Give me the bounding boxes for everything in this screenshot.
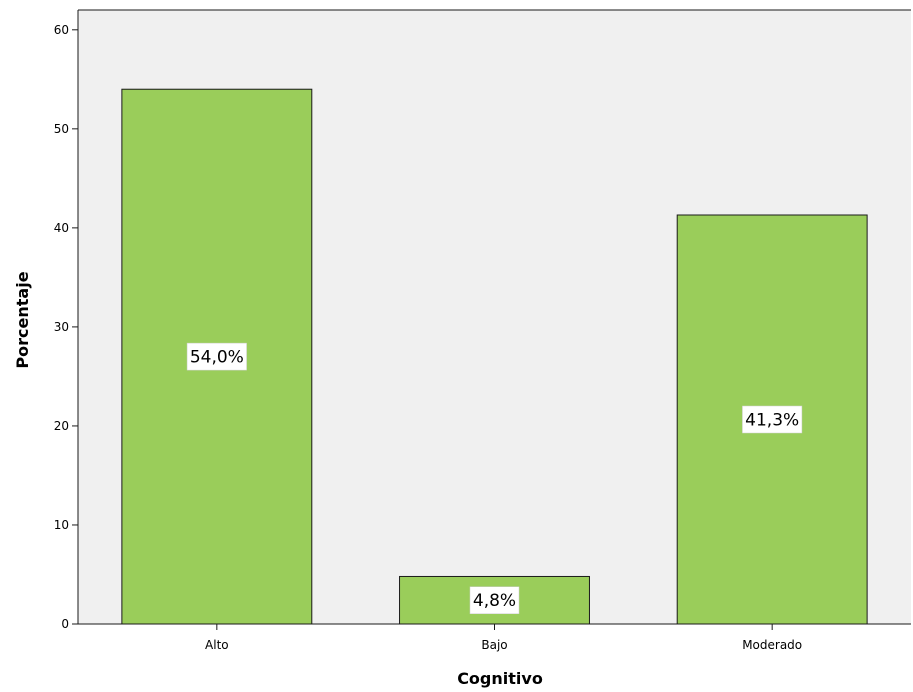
data-label-box-alto	[186, 342, 247, 371]
y-tick-label: 20	[54, 419, 69, 433]
y-tick-label: 40	[54, 221, 69, 235]
data-label-bajo: 4,8%	[473, 591, 516, 611]
x-tick-label-alto: Alto	[205, 638, 229, 652]
y-tick-label: 30	[54, 320, 69, 334]
x-ticks-layer: Alto Bajo Moderado	[205, 624, 802, 652]
x-tick-label-bajo: Bajo	[481, 638, 507, 652]
x-axis-title: Cognitivo	[457, 669, 543, 688]
y-axis-title: Porcentaje	[13, 271, 32, 368]
y-tick-label: 60	[54, 23, 69, 37]
y-tick-label: 50	[54, 122, 69, 136]
y-ticks-layer: 0 10 20 30 40 50 60	[54, 23, 78, 631]
data-label-alto: 54,0%	[190, 348, 244, 368]
x-tick-label-moderado: Moderado	[742, 638, 802, 652]
y-tick-label: 0	[61, 617, 69, 631]
y-tick-label: 10	[54, 518, 69, 532]
data-label-box-bajo	[469, 586, 520, 614]
data-label-moderado: 41,3%	[745, 410, 799, 430]
data-labels-layer: 54,0% 4,8% 41,3%	[186, 342, 803, 614]
data-label-box-moderado	[742, 405, 803, 434]
